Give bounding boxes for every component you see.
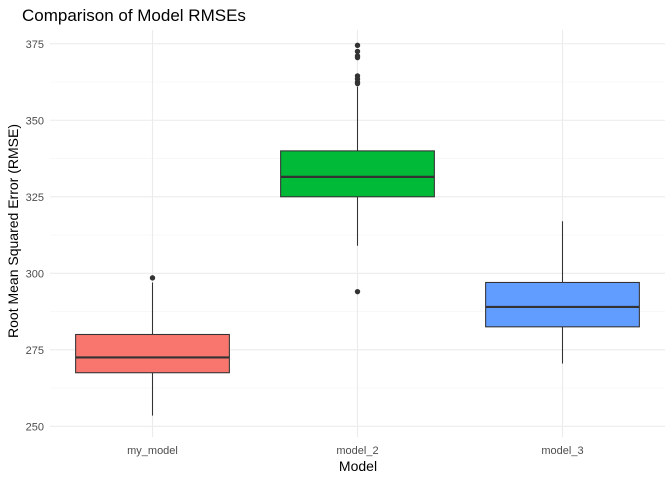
outlier-point [354, 42, 361, 49]
x-axis-title: Model [339, 458, 377, 474]
outlier-point [354, 54, 361, 61]
y-tick-labels: 250 275 300 325 350 375 [26, 39, 44, 434]
y-tick-label: 300 [26, 268, 44, 280]
y-tick-label: 325 [26, 192, 44, 204]
box-my_model [75, 275, 230, 416]
outlier-point [354, 48, 361, 55]
y-tick-label: 250 [26, 421, 44, 433]
box-model_2 [280, 42, 435, 295]
y-tick-label: 350 [26, 115, 44, 127]
x-tick-label: my_model [127, 445, 178, 457]
y-tick-label: 275 [26, 345, 44, 357]
box-model_3 [485, 221, 640, 364]
iqr-box [75, 333, 230, 374]
chart-title: Comparison of Model RMSEs [22, 6, 246, 25]
y-axis-title: Root Mean Squared Error (RMSE) [5, 124, 21, 338]
iqr-box [280, 150, 435, 198]
x-tick-label: model_3 [541, 445, 583, 457]
iqr-box [485, 281, 640, 328]
outlier-point [354, 80, 361, 87]
box-series [75, 42, 640, 416]
x-tick-label: model_2 [336, 445, 378, 457]
y-tick-label: 375 [26, 39, 44, 51]
outlier-point [149, 275, 156, 281]
outlier-point [354, 288, 361, 295]
x-tick-labels: my_model model_2 model_3 [127, 445, 583, 457]
